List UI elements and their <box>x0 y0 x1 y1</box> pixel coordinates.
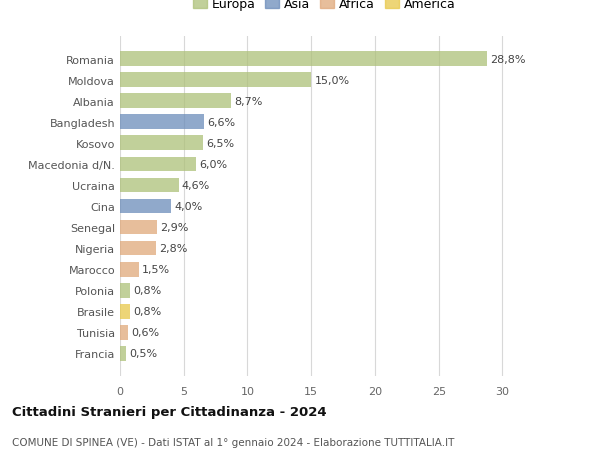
Bar <box>120 94 231 109</box>
Bar <box>120 73 311 88</box>
Text: 8,7%: 8,7% <box>234 96 262 106</box>
Legend: Europa, Asia, Africa, America: Europa, Asia, Africa, America <box>190 0 458 13</box>
Text: 0,6%: 0,6% <box>131 328 159 337</box>
Text: 4,6%: 4,6% <box>182 180 210 190</box>
Text: 15,0%: 15,0% <box>314 76 350 85</box>
Bar <box>120 241 156 256</box>
Text: COMUNE DI SPINEA (VE) - Dati ISTAT al 1° gennaio 2024 - Elaborazione TUTTITALIA.: COMUNE DI SPINEA (VE) - Dati ISTAT al 1°… <box>12 437 454 447</box>
Bar <box>120 178 179 193</box>
Bar <box>120 304 130 319</box>
Text: Cittadini Stranieri per Cittadinanza - 2024: Cittadini Stranieri per Cittadinanza - 2… <box>12 405 326 419</box>
Text: 2,9%: 2,9% <box>160 223 188 233</box>
Text: 2,8%: 2,8% <box>159 244 187 253</box>
Bar <box>120 136 203 151</box>
Text: 6,0%: 6,0% <box>200 160 228 169</box>
Bar <box>120 220 157 235</box>
Text: 6,6%: 6,6% <box>208 118 235 128</box>
Bar <box>120 325 128 340</box>
Bar <box>120 157 196 172</box>
Text: 28,8%: 28,8% <box>490 55 526 65</box>
Bar <box>120 283 130 298</box>
Bar <box>120 52 487 67</box>
Bar <box>120 115 204 130</box>
Bar <box>120 199 171 214</box>
Bar <box>120 262 139 277</box>
Bar <box>120 346 127 361</box>
Text: 0,8%: 0,8% <box>133 285 161 296</box>
Text: 1,5%: 1,5% <box>142 264 170 274</box>
Text: 0,8%: 0,8% <box>133 307 161 317</box>
Text: 0,5%: 0,5% <box>130 348 158 358</box>
Text: 4,0%: 4,0% <box>174 202 202 212</box>
Text: 6,5%: 6,5% <box>206 139 234 149</box>
